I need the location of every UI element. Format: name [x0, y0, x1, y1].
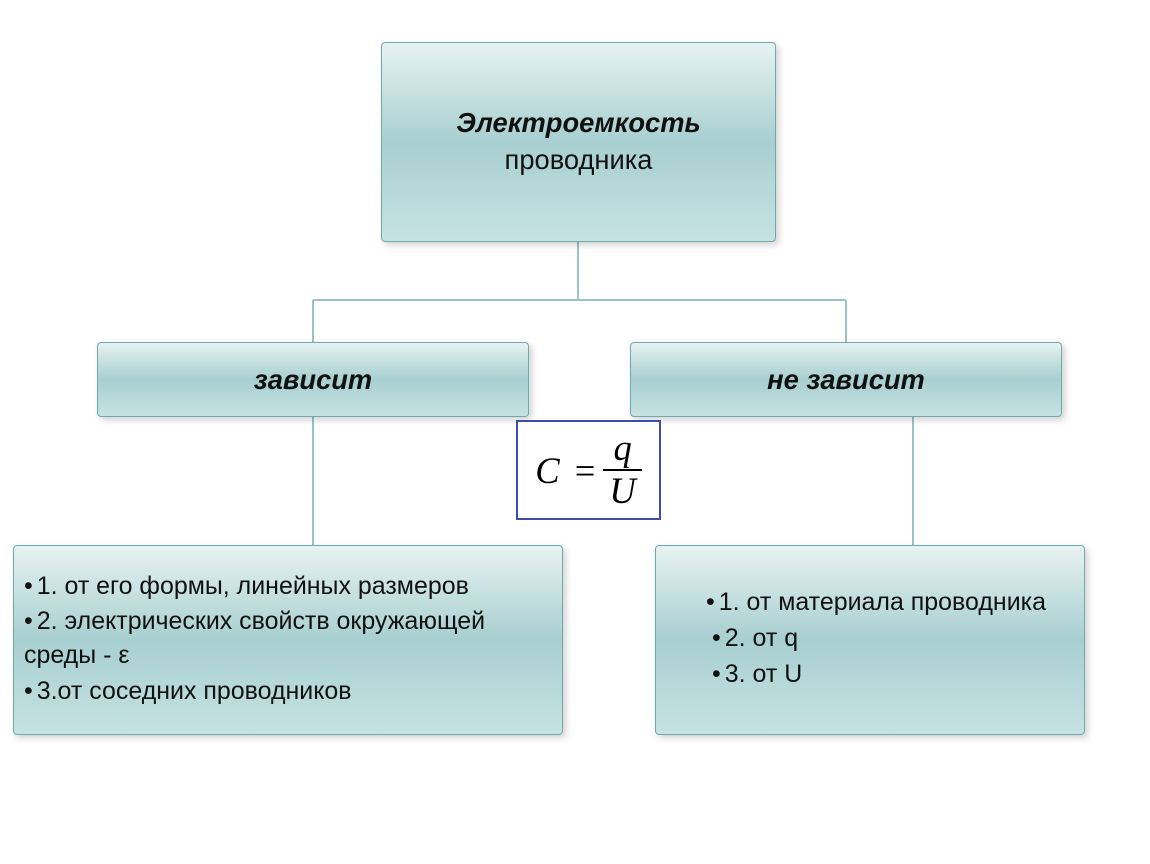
- left-branch-list: 1. от его формы, линейных размеров2. эле…: [13, 545, 563, 735]
- root-node: Электроемкость проводника: [381, 42, 776, 242]
- left-list-item: 2. электрических свойств окружающей сред…: [24, 605, 552, 674]
- right-list-item: 3. от U: [694, 658, 1046, 694]
- right-branch-header: не зависит: [630, 342, 1062, 417]
- root-title-bold: Электроемкость: [456, 107, 700, 138]
- formula-lhs: C =: [535, 449, 603, 492]
- formula-lhs-var: C: [535, 450, 559, 491]
- right-list-item: 1. от материала проводника: [694, 586, 1046, 622]
- right-branch-label: не зависит: [767, 364, 925, 396]
- root-title-plain: проводника: [505, 144, 653, 175]
- formula-box: C = q U: [516, 420, 661, 520]
- formula-denominator: U: [603, 469, 641, 510]
- right-list-item: 2. от q: [694, 622, 1046, 658]
- left-list-ul: 1. от его формы, линейных размеров2. эле…: [24, 570, 552, 711]
- right-list-ul: 1. от материала проводника2. от q3. от U: [694, 586, 1046, 693]
- formula-eq: =: [569, 450, 596, 491]
- formula-fraction: q U: [603, 430, 641, 509]
- left-branch-label: зависит: [254, 364, 372, 396]
- left-list-item: 3.от соседних проводников: [24, 675, 552, 711]
- right-branch-list: 1. от материала проводника2. от q3. от U: [655, 545, 1085, 735]
- left-list-item: 1. от его формы, линейных размеров: [24, 570, 552, 606]
- formula-numerator: q: [607, 430, 637, 469]
- left-branch-header: зависит: [97, 342, 529, 417]
